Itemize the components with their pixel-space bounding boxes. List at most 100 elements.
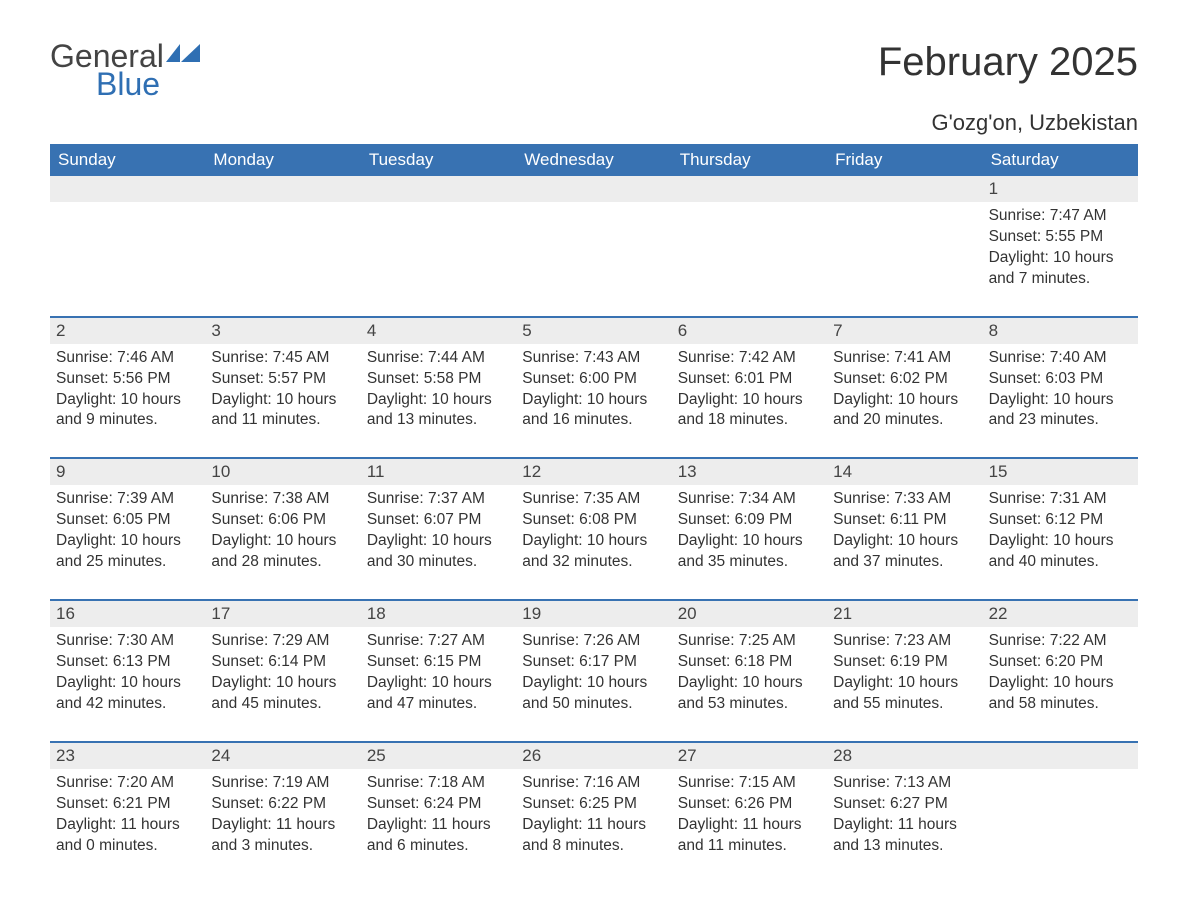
sunset-text: Sunset: 6:13 PM (56, 652, 199, 673)
cell-body: Sunrise: 7:43 AMSunset: 6:00 PMDaylight:… (516, 344, 671, 440)
cell-body: Sunrise: 7:27 AMSunset: 6:15 PMDaylight:… (361, 627, 516, 723)
sunrise-text: Sunrise: 7:39 AM (56, 489, 199, 510)
cell-body: Sunrise: 7:33 AMSunset: 6:11 PMDaylight:… (827, 485, 982, 581)
daylight-text: Daylight: 10 hours and 32 minutes. (522, 531, 665, 573)
sunset-text: Sunset: 6:25 PM (522, 794, 665, 815)
cell-body: Sunrise: 7:13 AMSunset: 6:27 PMDaylight:… (827, 769, 982, 865)
date-number: 12 (516, 459, 671, 485)
daylight-text: Daylight: 10 hours and 20 minutes. (833, 390, 976, 432)
daylight-text: Daylight: 10 hours and 11 minutes. (211, 390, 354, 432)
cell-body: Sunrise: 7:38 AMSunset: 6:06 PMDaylight:… (205, 485, 360, 581)
calendar-cell (205, 176, 360, 298)
cell-body: Sunrise: 7:20 AMSunset: 6:21 PMDaylight:… (50, 769, 205, 865)
sunrise-text: Sunrise: 7:22 AM (989, 631, 1132, 652)
calendar-cell: 14Sunrise: 7:33 AMSunset: 6:11 PMDayligh… (827, 459, 982, 581)
calendar-week: 2Sunrise: 7:46 AMSunset: 5:56 PMDaylight… (50, 316, 1138, 440)
calendar-cell: 11Sunrise: 7:37 AMSunset: 6:07 PMDayligh… (361, 459, 516, 581)
sunrise-text: Sunrise: 7:46 AM (56, 348, 199, 369)
date-number: 3 (205, 318, 360, 344)
date-number: 10 (205, 459, 360, 485)
cell-body: Sunrise: 7:42 AMSunset: 6:01 PMDaylight:… (672, 344, 827, 440)
date-number: 21 (827, 601, 982, 627)
sunset-text: Sunset: 5:56 PM (56, 369, 199, 390)
sunrise-text: Sunrise: 7:42 AM (678, 348, 821, 369)
daylight-text: Daylight: 10 hours and 58 minutes. (989, 673, 1132, 715)
date-number: 6 (672, 318, 827, 344)
sunrise-text: Sunrise: 7:15 AM (678, 773, 821, 794)
sunrise-text: Sunrise: 7:27 AM (367, 631, 510, 652)
weekday-label: Friday (827, 144, 982, 176)
calendar-cell: 12Sunrise: 7:35 AMSunset: 6:08 PMDayligh… (516, 459, 671, 581)
calendar-cell (983, 743, 1138, 865)
date-number: 17 (205, 601, 360, 627)
sunset-text: Sunset: 6:20 PM (989, 652, 1132, 673)
sunrise-text: Sunrise: 7:35 AM (522, 489, 665, 510)
daylight-text: Daylight: 11 hours and 6 minutes. (367, 815, 510, 857)
sunrise-text: Sunrise: 7:18 AM (367, 773, 510, 794)
calendar-cell: 22 Sunrise: 7:22 AMSunset: 6:20 PMDayligh… (983, 601, 1138, 723)
sunrise-text: Sunrise: 7:19 AM (211, 773, 354, 794)
calendar-cell: 15Sunrise: 7:31 AMSunset: 6:12 PMDayligh… (983, 459, 1138, 581)
cell-body: Sunrise: 7:31 AMSunset: 6:12 PMDaylight:… (983, 485, 1138, 581)
date-number: 13 (672, 459, 827, 485)
cell-body: Sunrise: 7:37 AMSunset: 6:07 PMDaylight:… (361, 485, 516, 581)
calendar-cell: 2Sunrise: 7:46 AMSunset: 5:56 PMDaylight… (50, 318, 205, 440)
weekday-header: Sunday Monday Tuesday Wednesday Thursday… (50, 144, 1138, 176)
calendar-cell: 7Sunrise: 7:41 AMSunset: 6:02 PMDaylight… (827, 318, 982, 440)
cell-body: Sunrise: 7:41 AMSunset: 6:02 PMDaylight:… (827, 344, 982, 440)
date-number: 20 (672, 601, 827, 627)
daylight-text: Daylight: 10 hours and 28 minutes. (211, 531, 354, 573)
daylight-text: Daylight: 10 hours and 18 minutes. (678, 390, 821, 432)
cell-body: Sunrise: 7:45 AMSunset: 5:57 PMDaylight:… (205, 344, 360, 440)
calendar-cell (516, 176, 671, 298)
calendar-week: 23Sunrise: 7:20 AMSunset: 6:21 PMDayligh… (50, 741, 1138, 865)
date-number (827, 176, 982, 202)
date-number: 9 (50, 459, 205, 485)
calendar-cell: 5Sunrise: 7:43 AMSunset: 6:00 PMDaylight… (516, 318, 671, 440)
daylight-text: Daylight: 10 hours and 7 minutes. (989, 248, 1132, 290)
title-block: February 2025 (878, 40, 1138, 85)
daylight-text: Daylight: 11 hours and 3 minutes. (211, 815, 354, 857)
date-number: 19 (516, 601, 671, 627)
daylight-text: Daylight: 10 hours and 53 minutes. (678, 673, 821, 715)
calendar-cell (672, 176, 827, 298)
sunrise-text: Sunrise: 7:20 AM (56, 773, 199, 794)
daylight-text: Daylight: 11 hours and 0 minutes. (56, 815, 199, 857)
weekday-label: Sunday (50, 144, 205, 176)
calendar-cell: 6Sunrise: 7:42 AMSunset: 6:01 PMDaylight… (672, 318, 827, 440)
sunset-text: Sunset: 6:12 PM (989, 510, 1132, 531)
date-number (516, 176, 671, 202)
sunset-text: Sunset: 5:58 PM (367, 369, 510, 390)
daylight-text: Daylight: 10 hours and 47 minutes. (367, 673, 510, 715)
date-number: 22 (983, 601, 1138, 627)
date-number: 2 (50, 318, 205, 344)
location: G'ozg'on, Uzbekistan (50, 110, 1138, 136)
date-number (672, 176, 827, 202)
sunset-text: Sunset: 6:18 PM (678, 652, 821, 673)
weekday-label: Monday (205, 144, 360, 176)
sunrise-text: Sunrise: 7:30 AM (56, 631, 199, 652)
sunset-text: Sunset: 6:26 PM (678, 794, 821, 815)
sunrise-text: Sunrise: 7:41 AM (833, 348, 976, 369)
date-number (50, 176, 205, 202)
cell-body: Sunrise: 7:39 AMSunset: 6:05 PMDaylight:… (50, 485, 205, 581)
logo-blue-text: Blue (96, 68, 164, 100)
daylight-text: Daylight: 10 hours and 50 minutes. (522, 673, 665, 715)
sunrise-text: Sunrise: 7:13 AM (833, 773, 976, 794)
sunset-text: Sunset: 6:19 PM (833, 652, 976, 673)
daylight-text: Daylight: 10 hours and 30 minutes. (367, 531, 510, 573)
sunrise-text: Sunrise: 7:34 AM (678, 489, 821, 510)
date-number: 1 (983, 176, 1138, 202)
date-number: 8 (983, 318, 1138, 344)
calendar-cell: 20Sunrise: 7:25 AMSunset: 6:18 PMDayligh… (672, 601, 827, 723)
date-number: 28 (827, 743, 982, 769)
cell-body: Sunrise: 7:46 AMSunset: 5:56 PMDaylight:… (50, 344, 205, 440)
date-number: 7 (827, 318, 982, 344)
date-number: 16 (50, 601, 205, 627)
sunset-text: Sunset: 6:15 PM (367, 652, 510, 673)
sunset-text: Sunset: 6:27 PM (833, 794, 976, 815)
calendar-cell: 3Sunrise: 7:45 AMSunset: 5:57 PMDaylight… (205, 318, 360, 440)
calendar-cell: 1Sunrise: 7:47 AMSunset: 5:55 PMDaylight… (983, 176, 1138, 298)
date-number (361, 176, 516, 202)
sunset-text: Sunset: 6:11 PM (833, 510, 976, 531)
